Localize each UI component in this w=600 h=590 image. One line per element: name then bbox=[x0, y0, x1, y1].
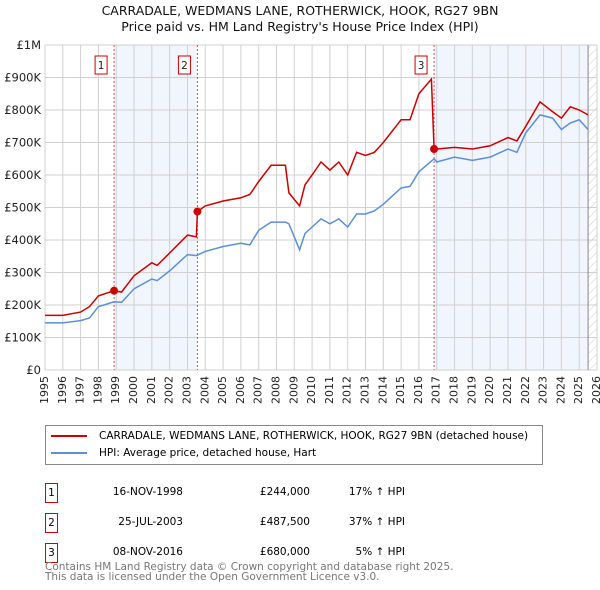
y-tick-label: £800K bbox=[4, 103, 41, 117]
x-tick-label: 2003 bbox=[180, 376, 193, 404]
x-tick-label: 2023 bbox=[537, 376, 550, 404]
sale-marker-2 bbox=[193, 207, 202, 216]
x-tick-label: 2022 bbox=[519, 376, 532, 404]
x-tick-label: 2002 bbox=[163, 376, 176, 404]
x-tick-label: 2025 bbox=[572, 376, 585, 404]
hpi-line bbox=[45, 114, 589, 324]
legend-item-property: CARRADALE, WEDMANS LANE, ROTHERWICK, HOO… bbox=[51, 428, 528, 444]
sale-date: 08-NOV-2016 bbox=[112, 546, 183, 558]
legend-label-hpi: HPI: Average price, detached house, Hart bbox=[99, 447, 317, 459]
sale-price: £680,000 bbox=[259, 546, 310, 558]
sale-marker-3 bbox=[430, 145, 439, 153]
sale-hpi-change: 37% ↑ HPI bbox=[348, 516, 405, 528]
sale-number: 2 bbox=[45, 513, 58, 533]
x-tick-label: 2006 bbox=[234, 376, 247, 404]
x-tick-label: 1998 bbox=[91, 376, 104, 404]
legend-label-property: CARRADALE, WEDMANS LANE, ROTHERWICK, HOO… bbox=[99, 430, 529, 442]
sale-hpi-change: 17% ↑ HPI bbox=[348, 486, 405, 498]
footer: Contains HM Land Registry data © Crown c… bbox=[45, 561, 454, 583]
y-tick-label: £600K bbox=[4, 168, 41, 182]
x-tick-label: 2016 bbox=[412, 376, 425, 404]
x-tick-label: 2017 bbox=[430, 376, 443, 404]
x-tick-label: 2024 bbox=[554, 376, 567, 404]
y-tick-label: £900K bbox=[4, 71, 41, 85]
x-tick-label: 2011 bbox=[323, 376, 336, 404]
sale-label-box-3 bbox=[414, 55, 428, 75]
legend: CARRADALE, WEDMANS LANE, ROTHERWICK, HOO… bbox=[45, 425, 543, 465]
x-tick-label: 2007 bbox=[252, 376, 265, 404]
sale-number: 1 bbox=[45, 483, 58, 503]
y-tick-label: £700K bbox=[4, 136, 41, 150]
chart-title: CARRADALE, WEDMANS LANE, ROTHERWICK, HOO… bbox=[101, 3, 499, 18]
chart-subtitle: Price paid vs. HM Land Registry's House … bbox=[121, 19, 479, 34]
x-tick-label: 2013 bbox=[359, 376, 372, 404]
sale-row: 1 16-NOV-1998 £244,000 17% ↑ HPI bbox=[45, 483, 445, 503]
y-tick-label: £400K bbox=[4, 233, 41, 247]
x-tick-label: 2004 bbox=[198, 376, 211, 404]
y-tick-label: £300K bbox=[4, 266, 41, 280]
x-tick-label: 2019 bbox=[465, 376, 478, 404]
x-tick-label: 1996 bbox=[56, 376, 69, 404]
sale-hpi-change: 5% ↑ HPI bbox=[355, 546, 405, 558]
sale-price: £487,500 bbox=[259, 516, 310, 528]
sale-number: 3 bbox=[45, 543, 58, 563]
x-tick-label: 2014 bbox=[376, 376, 389, 404]
legend-swatch-red bbox=[51, 435, 87, 437]
y-tick-label: £500K bbox=[4, 201, 41, 215]
x-tick-label: 1999 bbox=[109, 376, 122, 404]
sale-label-1: 1 bbox=[98, 60, 105, 72]
x-tick-label: 2020 bbox=[483, 376, 496, 404]
sale-label-2: 2 bbox=[181, 60, 188, 72]
x-tick-label: 2012 bbox=[341, 376, 354, 404]
x-tick-label: 2021 bbox=[501, 376, 514, 404]
sale-row: 3 08-NOV-2016 £680,000 5% ↑ HPI bbox=[45, 543, 445, 563]
x-tick-label: 1997 bbox=[74, 376, 87, 404]
sale-date: 16-NOV-1998 bbox=[112, 486, 183, 498]
x-tick-label: 2005 bbox=[216, 376, 229, 404]
x-tick-label: 2001 bbox=[145, 376, 158, 404]
price-chart: 1995 1996 1997 1998 1999 2000 2001 2002 2003 2004… bbox=[4, 38, 600, 404]
sale-label-box-1 bbox=[94, 55, 108, 75]
x-tick-label: 2000 bbox=[127, 376, 140, 404]
x-tick-label: 1995 bbox=[38, 376, 51, 404]
y-tick-label: £200K bbox=[4, 298, 41, 312]
x-tick-label: 2015 bbox=[394, 376, 407, 404]
sale-row: 2 25-JUL-2003 £487,500 37% ↑ HPI bbox=[45, 513, 445, 533]
footer-line-1: Contains HM Land Registry data © Crown c… bbox=[45, 561, 454, 573]
sale-price: £244,000 bbox=[259, 486, 310, 498]
x-tick-label: 2018 bbox=[448, 376, 461, 404]
sale-date: 25-JUL-2003 bbox=[118, 516, 183, 528]
x-tick-label: 2010 bbox=[305, 376, 318, 404]
x-tick-label: 2026 bbox=[590, 376, 600, 404]
x-tick-label: 2008 bbox=[269, 376, 282, 404]
sale-label-3: 3 bbox=[418, 60, 425, 72]
y-tick-label: £100K bbox=[4, 331, 41, 345]
property-price-line bbox=[45, 77, 589, 317]
legend-swatch-blue bbox=[51, 452, 87, 454]
sale-marker-1 bbox=[110, 286, 119, 295]
legend-item-hpi: HPI: Average price, detached house, Hart bbox=[51, 445, 316, 461]
sale-label-box-2 bbox=[177, 55, 191, 75]
y-tick-label: £0 bbox=[26, 363, 41, 377]
footer-line-2: This data is licensed under the Open Gov… bbox=[45, 571, 380, 583]
x-tick-label: 2009 bbox=[287, 376, 300, 404]
y-tick-label: £1M bbox=[16, 38, 41, 52]
